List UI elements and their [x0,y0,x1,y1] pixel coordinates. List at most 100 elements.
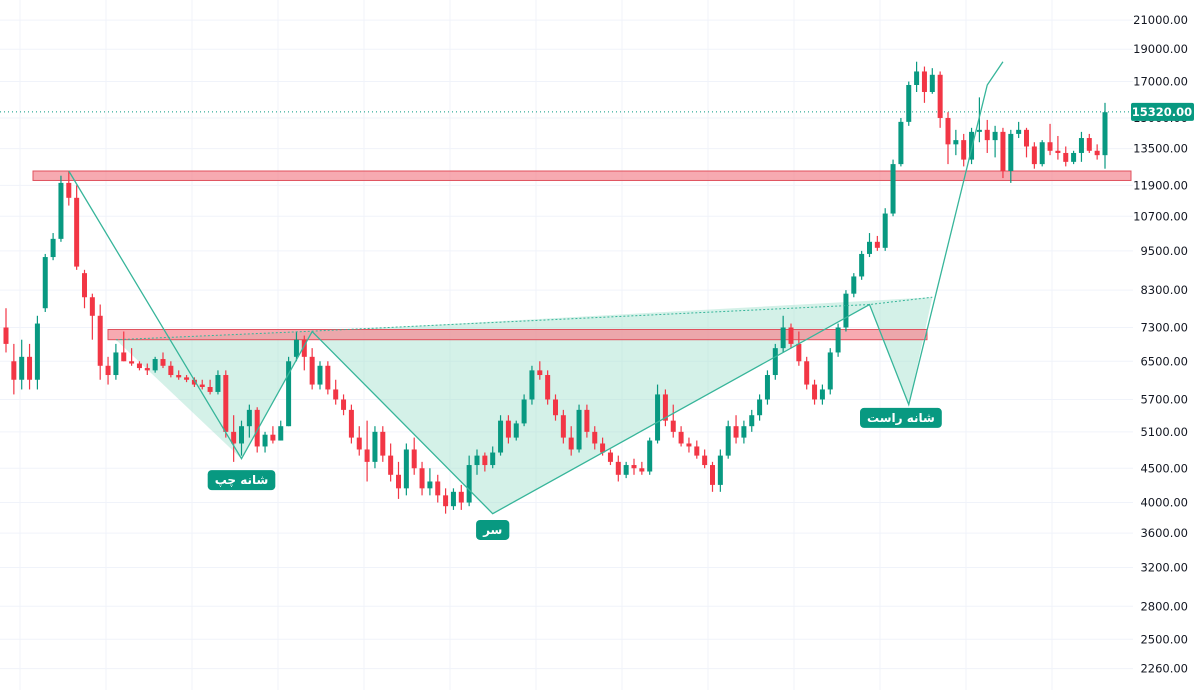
candle-body [749,415,755,427]
candle-body [152,359,158,371]
candle-body [780,327,786,349]
candle-body [984,129,990,141]
candle-body [1094,150,1100,156]
candle [176,370,182,380]
candle [490,446,496,469]
candle-body [286,361,292,427]
candle [835,323,841,357]
candle [121,331,127,362]
candle-body [1071,152,1077,162]
y-tick-label: 2800.00 [1140,599,1188,613]
candle-body [1063,152,1069,162]
resistance-zone [107,328,928,341]
candle [191,377,197,387]
candle [639,461,645,475]
candle-body [207,386,213,392]
candle-body [58,182,64,239]
candle-body [615,461,621,475]
candle [678,426,684,447]
candle [1047,123,1053,156]
candle [1086,133,1092,153]
candle-body [498,420,504,453]
candle [89,293,95,340]
candle [882,208,888,251]
candle-body [592,431,598,444]
candle [278,420,284,441]
candle-body [804,361,810,385]
candle-body [568,437,574,450]
candle [607,449,613,466]
candle-body [1024,129,1029,147]
candle [129,348,135,366]
y-tick-label: 13500.00 [1133,142,1188,156]
candle-body [560,415,566,438]
candles [3,61,1108,514]
candle-body [168,365,174,376]
candle [749,409,755,432]
candle [450,488,456,510]
y-tick-label: 21000.00 [1133,13,1188,27]
y-tick-label: 4500.00 [1140,461,1188,475]
candle [1055,135,1061,160]
candle-body [843,293,849,328]
candle [906,81,912,126]
y-tick-label: 11900.00 [1133,178,1188,192]
candle [788,323,794,349]
candle [764,370,770,405]
price-axis[interactable]: 21000.0019000.0017000.0015000.0013500.00… [1131,13,1194,676]
candle-body [976,129,982,132]
candle [521,394,527,427]
pattern-label-text: شانه چپ [215,473,269,487]
candle-body [851,276,857,294]
candle [592,426,598,450]
y-tick-label: 9500.00 [1140,244,1188,258]
candle [3,308,9,353]
y-tick-label: 2500.00 [1140,632,1188,646]
candle [11,343,17,395]
candle-body [725,426,731,456]
resistance-zones [0,111,1133,341]
candle-body [874,241,880,248]
candle [631,458,637,475]
y-tick-label: 5100.00 [1140,425,1188,439]
candle-body [113,352,119,376]
candle [545,370,551,405]
candle-body [325,365,331,390]
candle [498,415,504,456]
candle-body [741,426,747,438]
candle [325,361,331,395]
candle [427,468,433,496]
candle [623,461,629,479]
candle-body [105,365,111,376]
candle [27,343,33,390]
candle-body [584,409,590,432]
candle [505,415,511,444]
pattern-label-badge [207,470,276,491]
candle [1000,127,1006,179]
candle [576,404,582,453]
candle-body [50,238,56,258]
candle [1031,142,1037,169]
candle [976,97,982,143]
resistance-zone [32,170,1132,181]
pattern-label-text: سر [482,523,502,537]
candle [702,449,708,469]
candle-body [1039,142,1045,165]
candle [152,356,158,373]
candle-body [348,409,354,438]
candle [1008,129,1014,183]
right-shoulder-area [869,297,933,405]
candle-body [427,481,433,489]
candle-body [309,356,315,385]
candle [286,356,292,427]
candle-body [662,394,668,421]
candle [443,488,449,514]
candle-body [733,426,739,438]
candle [655,384,661,444]
candle [380,426,386,462]
candle [1024,127,1029,158]
candle-body [545,375,551,400]
candle [144,363,150,376]
